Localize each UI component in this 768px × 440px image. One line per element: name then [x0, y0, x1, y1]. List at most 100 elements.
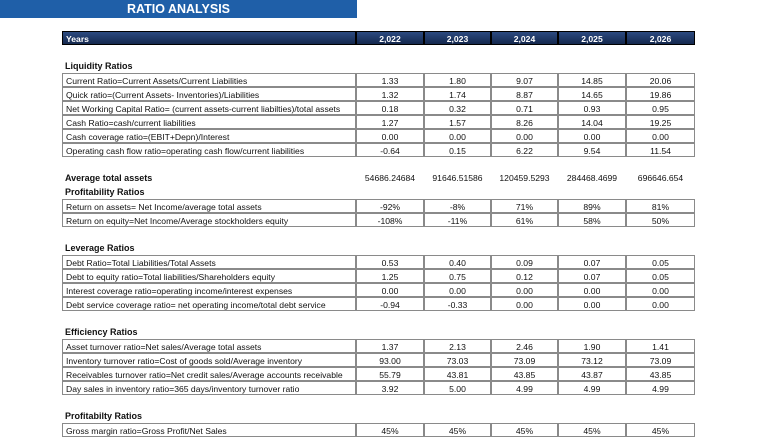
- cell-value: -11%: [424, 213, 491, 227]
- cell-value: 0.00: [424, 129, 491, 143]
- cell-value: 0.00: [356, 283, 424, 297]
- cell-value: 20.06: [626, 73, 695, 87]
- cell-value: 1.37: [356, 339, 424, 353]
- row-label: Average total assets: [65, 173, 153, 183]
- section-title: Profitabilty Ratios: [65, 411, 143, 421]
- cell-value: 696646.654: [637, 173, 684, 183]
- cell-value: 89%: [558, 199, 626, 213]
- row-label: Interest coverage ratio=operating income…: [62, 283, 356, 297]
- row-label: Debt Ratio=Total Liabilities/Total Asset…: [62, 255, 356, 269]
- cell-value: 0.07: [558, 269, 626, 283]
- cell-value: 14.04: [558, 115, 626, 129]
- cell-value: 45%: [558, 423, 626, 437]
- cell-value: 0.71: [491, 101, 558, 115]
- section-title: Efficiency Ratios: [65, 327, 138, 337]
- cell-value: 0.40: [424, 255, 491, 269]
- cell-value: 43.85: [626, 367, 695, 381]
- year-header: 2,024: [491, 31, 558, 45]
- cell-value: 0.00: [558, 297, 626, 311]
- cell-value: 43.87: [558, 367, 626, 381]
- cell-value: 0.00: [626, 283, 695, 297]
- cell-value: 284468.4699: [566, 173, 618, 183]
- cell-value: 1.32: [356, 87, 424, 101]
- cell-value: 9.54: [558, 143, 626, 157]
- cell-value: 14.65: [558, 87, 626, 101]
- row-label: Debt service coverage ratio= net operati…: [62, 297, 356, 311]
- cell-value: 0.00: [491, 129, 558, 143]
- cell-value: 1.74: [424, 87, 491, 101]
- cell-value: 0.75: [424, 269, 491, 283]
- cell-value: 1.41: [626, 339, 695, 353]
- cell-value: 43.85: [491, 367, 558, 381]
- cell-value: 1.33: [356, 73, 424, 87]
- cell-value: 19.86: [626, 87, 695, 101]
- row-label: Operating cash flow ratio=operating cash…: [62, 143, 356, 157]
- cell-value: 50%: [626, 213, 695, 227]
- cell-value: -8%: [424, 199, 491, 213]
- cell-value: 58%: [558, 213, 626, 227]
- row-label: Quick ratio=(Current Assets- Inventories…: [62, 87, 356, 101]
- year-header: 2,025: [558, 31, 626, 45]
- cell-value: 14.85: [558, 73, 626, 87]
- cell-value: 0.05: [626, 269, 695, 283]
- cell-value: 0.93: [558, 101, 626, 115]
- cell-value: -0.64: [356, 143, 424, 157]
- cell-value: 1.80: [424, 73, 491, 87]
- cell-value: 54686.24684: [364, 173, 416, 183]
- cell-value: 45%: [424, 423, 491, 437]
- year-header: 2,022: [356, 31, 424, 45]
- row-label: Cash Ratio=cash/current liabilities: [62, 115, 356, 129]
- cell-value: 0.00: [356, 129, 424, 143]
- row-label: Gross margin ratio=Gross Profit/Net Sale…: [62, 423, 356, 437]
- row-label: Asset turnover ratio=Net sales/Average t…: [62, 339, 356, 353]
- cell-value: 45%: [626, 423, 695, 437]
- row-label: Debt to equity ratio=Total liabilities/S…: [62, 269, 356, 283]
- cell-value: 61%: [491, 213, 558, 227]
- cell-value: 73.12: [558, 353, 626, 367]
- cell-value: -0.94: [356, 297, 424, 311]
- row-label: Inventory turnover ratio=Cost of goods s…: [62, 353, 356, 367]
- cell-value: 4.99: [491, 381, 558, 395]
- section-title: Leverage Ratios: [65, 243, 135, 253]
- cell-value: 0.12: [491, 269, 558, 283]
- cell-value: 0.07: [558, 255, 626, 269]
- year-header: 2,026: [626, 31, 695, 45]
- cell-value: 1.90: [558, 339, 626, 353]
- cell-value: 2.13: [424, 339, 491, 353]
- row-label: Cash coverage ratio=(EBIT+Depn)/Interest: [62, 129, 356, 143]
- cell-value: 6.22: [491, 143, 558, 157]
- cell-value: -92%: [356, 199, 424, 213]
- cell-value: 0.18: [356, 101, 424, 115]
- cell-value: -0.33: [424, 297, 491, 311]
- cell-value: 4.99: [626, 381, 695, 395]
- cell-value: 45%: [356, 423, 424, 437]
- cell-value: 0.00: [558, 283, 626, 297]
- cell-value: 0.00: [558, 129, 626, 143]
- cell-value: 0.00: [626, 297, 695, 311]
- sheet-title: RATIO ANALYSIS: [0, 0, 357, 18]
- cell-value: 73.09: [491, 353, 558, 367]
- cell-value: 1.27: [356, 115, 424, 129]
- row-label: Return on equity=Net Income/Average stoc…: [62, 213, 356, 227]
- cell-value: 1.57: [424, 115, 491, 129]
- cell-value: 8.26: [491, 115, 558, 129]
- cell-value: 0.00: [491, 283, 558, 297]
- cell-value: 8.87: [491, 87, 558, 101]
- cell-value: 0.32: [424, 101, 491, 115]
- cell-value: 0.05: [626, 255, 695, 269]
- cell-value: 0.53: [356, 255, 424, 269]
- cell-value: 1.25: [356, 269, 424, 283]
- cell-value: 0.00: [626, 129, 695, 143]
- cell-value: 120459.5293: [499, 173, 550, 183]
- cell-value: 0.00: [424, 283, 491, 297]
- row-label: Current Ratio=Current Assets/Current Lia…: [62, 73, 356, 87]
- row-label: Receivables turnover ratio=Net credit sa…: [62, 367, 356, 381]
- row-label: Day sales in inventory ratio=365 days/in…: [62, 381, 356, 395]
- cell-value: 55.79: [356, 367, 424, 381]
- cell-value: 81%: [626, 199, 695, 213]
- cell-value: 71%: [491, 199, 558, 213]
- cell-value: 0.00: [491, 297, 558, 311]
- section-title: Profitability Ratios: [65, 187, 145, 197]
- cell-value: 73.03: [424, 353, 491, 367]
